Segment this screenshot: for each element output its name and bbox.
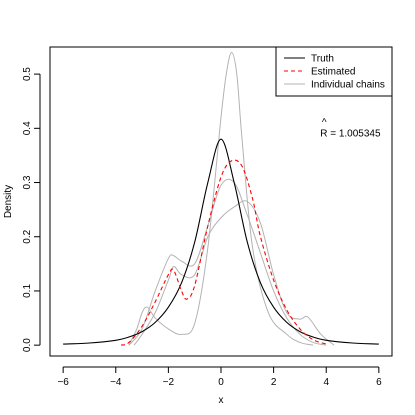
x-axis-title: x [219, 395, 224, 406]
y-tick-label: 0.0 [22, 338, 33, 352]
plot-area [63, 51, 379, 346]
plot-border [49, 46, 393, 357]
y-tick-label: 0.5 [22, 67, 33, 81]
x-tick-label: 4 [323, 377, 329, 388]
series-line-individual-chains-2 [128, 178, 327, 346]
series-line-estimated [120, 159, 327, 346]
legend-entry: Truth [311, 54, 334, 65]
y-axis: 0.0 0.1 0.2 0.3 0.4 0.5 [22, 67, 41, 352]
y-tick-label: 0.1 [22, 284, 33, 298]
series-line-individual-chains-1 [128, 51, 314, 346]
y-tick-label: 0.3 [22, 175, 33, 189]
x-tick-label: 2 [271, 377, 277, 388]
legend-entry: Estimated [311, 67, 355, 78]
x-tick-label: 0 [218, 377, 224, 388]
rhat-hat: ^ [322, 118, 327, 129]
x-tick-label: 6 [376, 377, 382, 388]
x-tick-label: −4 [110, 377, 122, 388]
legend-entry: Individual chains [311, 80, 385, 91]
legend: Truth Estimated Individual chains [275, 46, 393, 97]
x-axis: −6 −4 −2 0 2 4 6 [57, 366, 382, 388]
series-line-individual-chains-3 [133, 200, 335, 346]
series-line-truth [63, 138, 379, 345]
legend-box [275, 46, 393, 97]
x-tick-label: −6 [57, 377, 69, 388]
rhat-annotation: ^ R = 1.005345 [320, 118, 381, 140]
y-axis-title: Density [3, 185, 14, 218]
x-tick-label: −2 [163, 377, 175, 388]
y-tick-label: 0.4 [22, 121, 33, 135]
rhat-label: R = 1.005345 [320, 129, 381, 140]
y-tick-label: 0.2 [22, 229, 33, 243]
